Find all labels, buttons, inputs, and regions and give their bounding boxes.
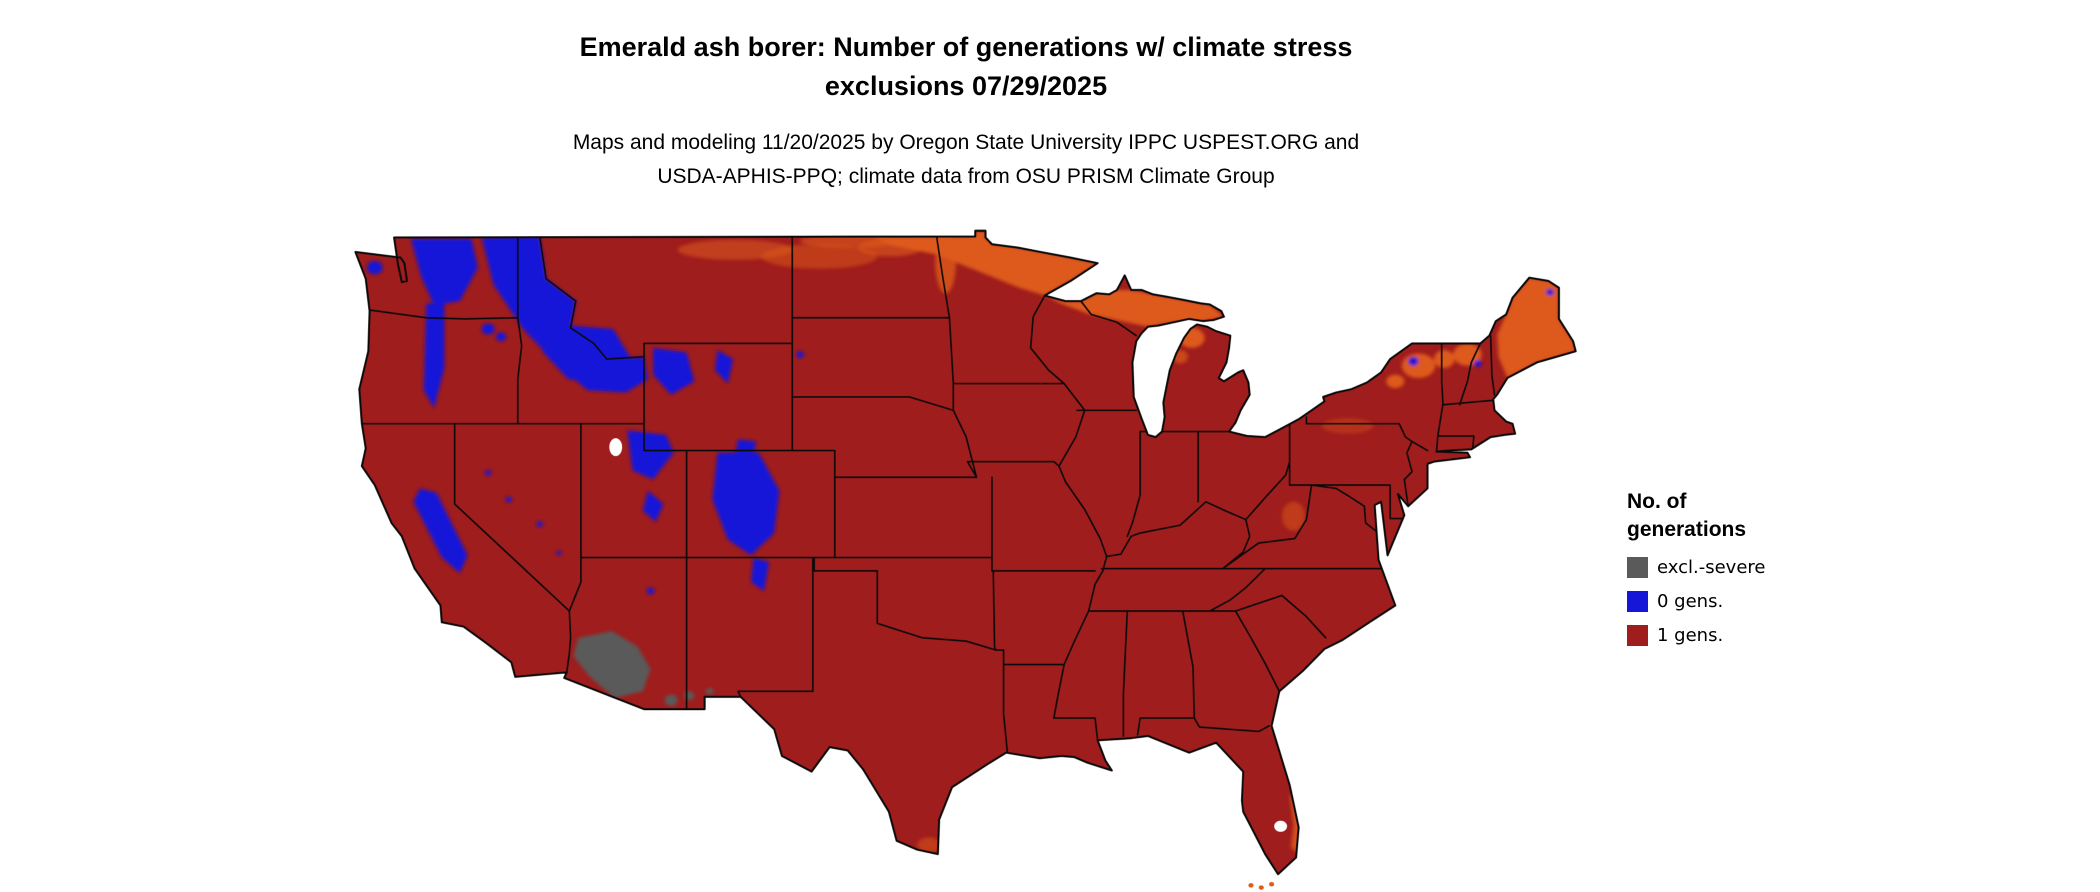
legend-title: No. of generations: [1627, 488, 1867, 544]
legend-title-line1: No. of: [1627, 490, 1687, 513]
legend-label-zero-gens: 0 gens.: [1657, 591, 1724, 612]
legend-swatch-one-gen: [1627, 625, 1648, 646]
map-title-line1: Emerald ash borer: Number of generations…: [579, 32, 1353, 62]
florida-keys: [1248, 881, 1275, 890]
state-borders: [362, 236, 1495, 752]
map-subtitle-line1: Maps and modeling 11/20/2025 by Oregon S…: [572, 131, 1360, 154]
legend-label-one-gen: 1 gens.: [1657, 625, 1724, 646]
legend-title-line2: generations: [1627, 518, 1747, 541]
lake-okeechobee: [1274, 820, 1288, 832]
legend-swatch-excluded: [1627, 557, 1648, 578]
zero-generations-region: [367, 236, 1554, 595]
legend-swatch-zero-gens: [1627, 591, 1648, 612]
legend-label-excluded: excl.-severe: [1657, 557, 1766, 578]
us-generations-map: [349, 223, 1586, 890]
excluded-region: [573, 631, 714, 706]
warm-region: [677, 230, 1576, 855]
legend-item-excluded: excl.-severe: [1627, 554, 1867, 581]
map-title-line2: exclusions 07/29/2025: [824, 71, 1108, 101]
interior-lakes: [609, 438, 1288, 832]
legend-item-one-gen: 1 gens.: [1627, 622, 1867, 649]
map-subtitle-line2: USDA-APHIS-PPQ; climate data from OSU PR…: [657, 165, 1275, 188]
us-land-base: [355, 230, 1576, 875]
legend-item-zero-gens: 0 gens.: [1627, 588, 1867, 615]
map-title: Emerald ash borer: Number of generations…: [0, 28, 1932, 106]
map-subtitle: Maps and modeling 11/20/2025 by Oregon S…: [0, 126, 1932, 194]
us-outline: [355, 231, 1575, 874]
great-salt-lake: [609, 438, 623, 457]
legend: No. of generations excl.-severe 0 gens. …: [1627, 488, 1867, 656]
